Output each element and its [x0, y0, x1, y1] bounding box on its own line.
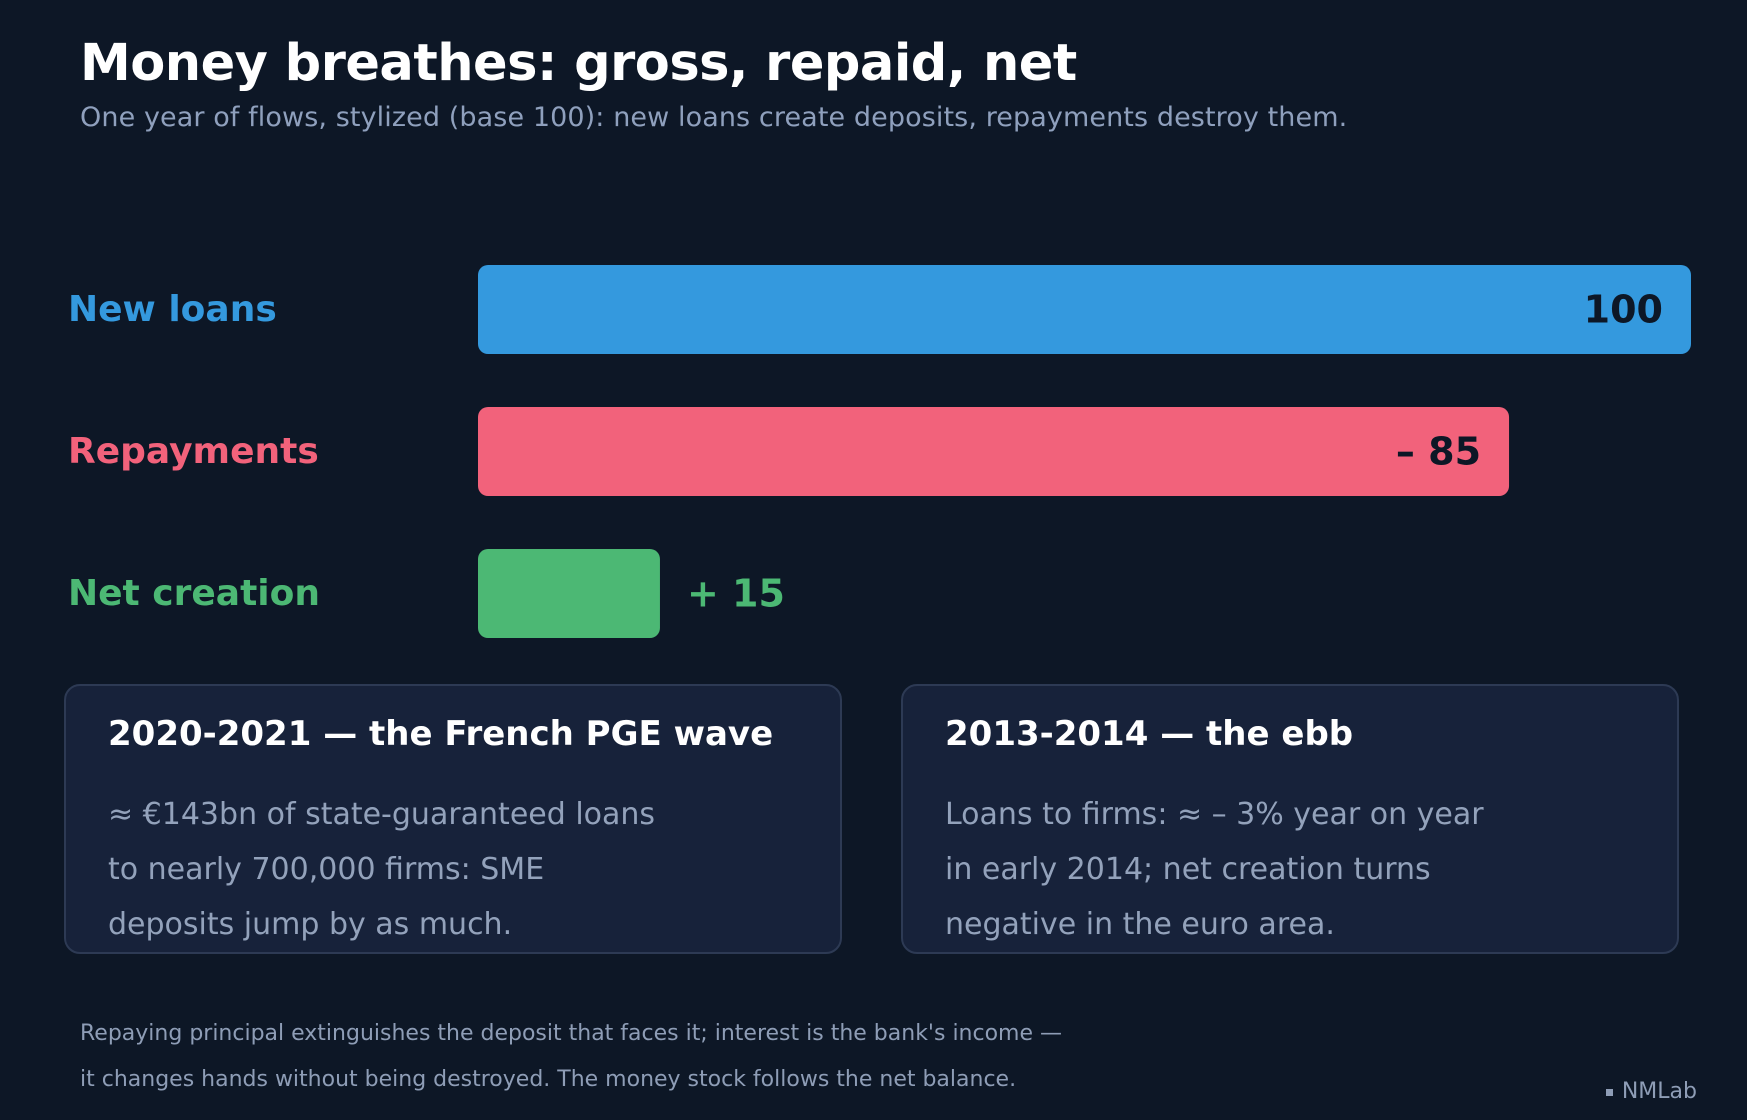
value-label: 100 [1584, 288, 1663, 332]
card-the-ebb: 2013-2014 — the ebb Loans to firms: ≈ – … [901, 684, 1679, 954]
card-title: 2020-2021 — the French PGE wave [108, 714, 774, 754]
card-text-line: ≈ €143bn of state-guaranteed loans [108, 797, 656, 832]
value-label: + 15 [687, 572, 785, 616]
brand-square-icon [1605, 1088, 1613, 1096]
category-label: Net creation [68, 573, 320, 614]
value-label: – 85 [1396, 430, 1481, 474]
bar [478, 407, 1510, 496]
bar-chart: New loans 100 Repayments – 85 Net creation + … [68, 265, 1691, 638]
card-pge-wave: 2020-2021 — the French PGE wave ≈ €143bn… [64, 684, 842, 954]
card-text-line: in early 2014; net creation turns [945, 852, 1431, 887]
page-title: Money breathes: gross, repaid, net [80, 34, 1077, 93]
card-text-line: negative in the euro area. [945, 907, 1335, 942]
card-text-line: to nearly 700,000 firms: SME [108, 852, 545, 887]
brand-name: NMLab [1621, 1079, 1697, 1104]
card-text-line: Loans to firms: ≈ – 3% year on year [945, 797, 1484, 832]
card-title: 2013-2014 — the ebb [945, 714, 1354, 754]
bar [478, 265, 1691, 354]
category-label: New loans [68, 289, 277, 330]
brand-mark: NMLab [1605, 1079, 1697, 1104]
category-label: Repayments [68, 431, 319, 472]
page-subtitle: One year of flows, stylized (base 100): … [80, 102, 1348, 133]
card-text-line: deposits jump by as much. [108, 907, 513, 942]
footnote-line: it changes hands without being destroyed… [80, 1067, 1017, 1092]
bar [478, 549, 660, 638]
footnote-line: Repaying principal extinguishes the depo… [80, 1021, 1063, 1046]
